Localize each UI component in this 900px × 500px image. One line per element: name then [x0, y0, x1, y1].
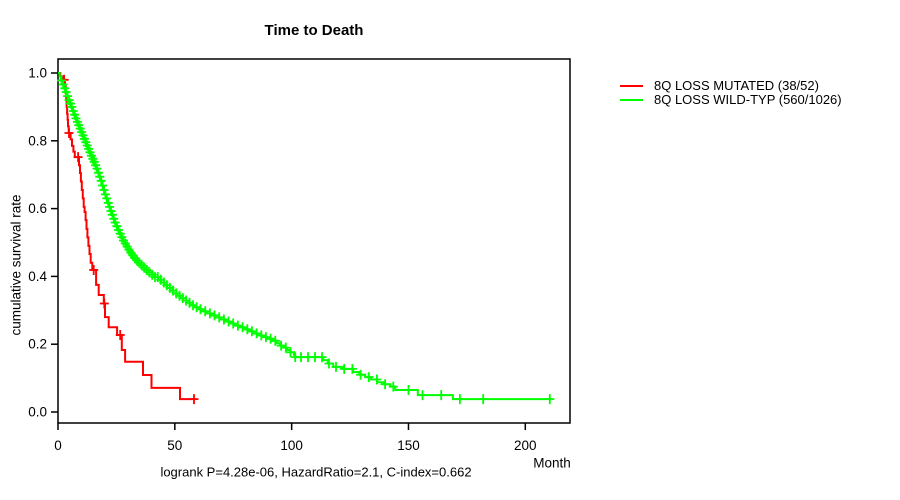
y-axis-tick-label: 0.2 — [28, 337, 47, 352]
y-axis-tick-label: 0.8 — [28, 133, 47, 148]
legend-item-wildtype: 8Q LOSS WILD-TYP (560/1026) — [620, 93, 842, 107]
legend-item-mutated: 8Q LOSS MUTATED (38/52) — [620, 79, 842, 93]
y-axis-tick-label: 0.0 — [28, 405, 47, 420]
y-axis-tick-label: 1.0 — [28, 66, 47, 81]
survival-curve-wildtype — [58, 72, 551, 401]
legend: 8Q LOSS MUTATED (38/52) 8Q LOSS WILD-TYP… — [620, 79, 842, 107]
page-title: Time to Death — [264, 22, 364, 39]
x-axis-label: Month — [533, 455, 571, 471]
legend-line-swatch-mutated — [620, 85, 643, 87]
plot-frame — [57, 58, 571, 424]
legend-label-wildtype: 8Q LOSS WILD-TYP (560/1026) — [654, 92, 842, 107]
y-axis-tick-label: 0.4 — [28, 269, 47, 284]
y-axis-tick-label: 0.6 — [28, 201, 47, 216]
x-axis-tick-label: 50 — [167, 438, 182, 453]
survival-curve-mutated — [58, 72, 196, 401]
legend-label-mutated: 8Q LOSS MUTATED (38/52) — [654, 78, 819, 93]
x-axis-tick-label: 200 — [514, 438, 537, 453]
legend-line-swatch-wildtype — [620, 99, 643, 101]
censor-marks-wildtype — [57, 75, 555, 405]
x-axis-tick-label: 0 — [54, 438, 62, 453]
statistics-caption: logrank P=4.28e-06, HazardRatio=2.1, C-i… — [160, 464, 472, 480]
x-axis-tick-label: 150 — [397, 438, 420, 453]
y-axis-label: cumulative survival rate — [8, 194, 24, 336]
x-axis-tick-label: 100 — [280, 438, 303, 453]
